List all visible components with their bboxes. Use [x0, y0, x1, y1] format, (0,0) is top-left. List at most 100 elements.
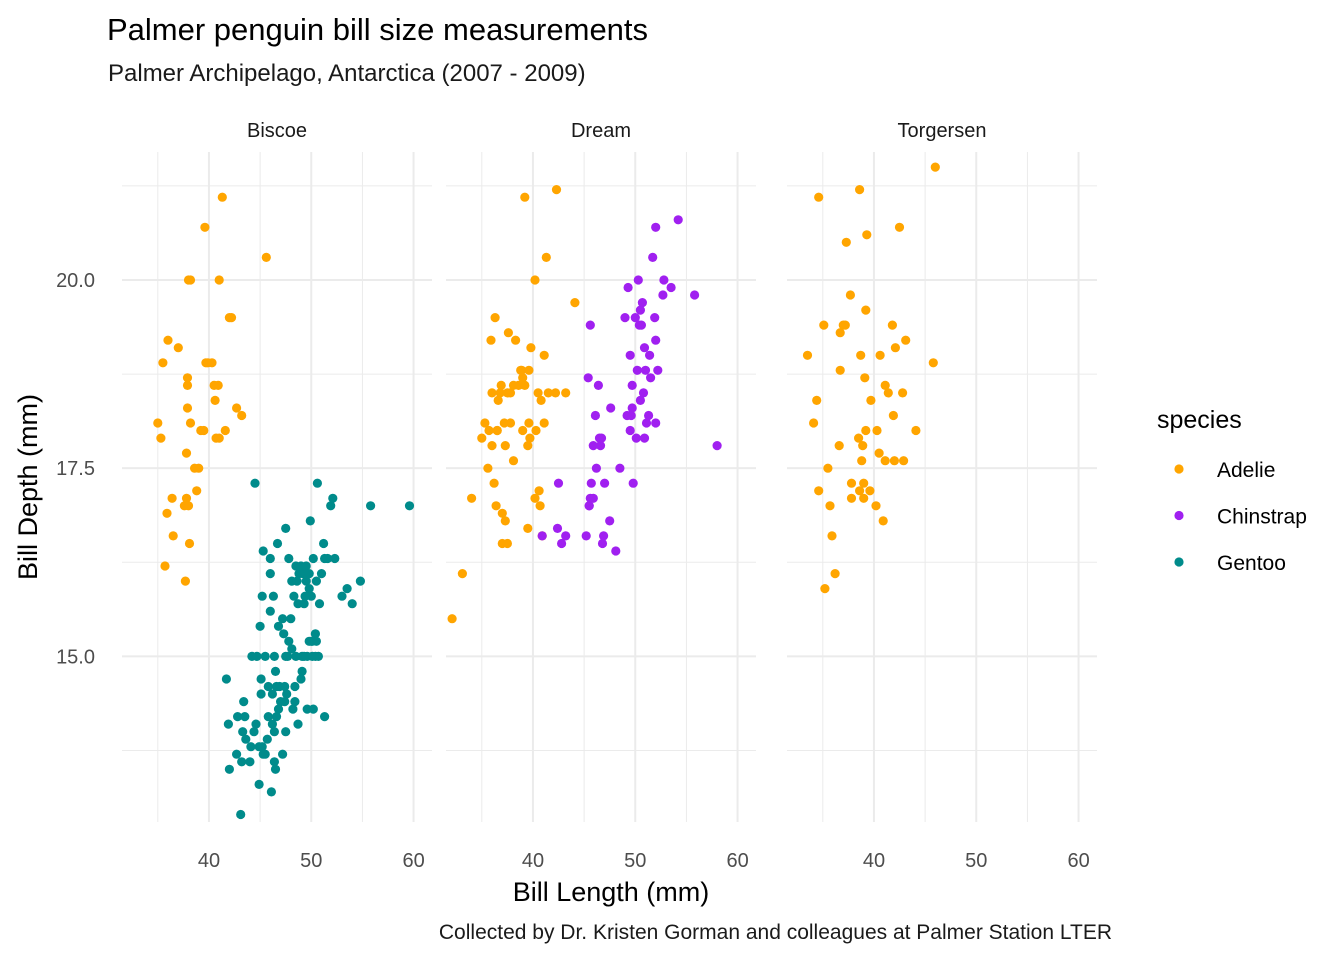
data-point-gentoo: [284, 553, 294, 564]
data-point-adelie: [550, 388, 561, 398]
data-point-chinstrap: [628, 478, 638, 488]
data-point-chinstrap: [638, 388, 649, 398]
data-point-gentoo: [256, 674, 266, 684]
data-point-gentoo: [238, 727, 248, 737]
data-point-adelie: [181, 448, 192, 458]
data-point-chinstrap: [620, 313, 630, 323]
data-point-chinstrap: [584, 501, 594, 511]
data-point-gentoo: [312, 478, 322, 488]
data-point-chinstrap: [627, 380, 637, 390]
data-point-adelie: [156, 433, 166, 443]
legend-label-chinstrap: Chinstrap: [1217, 506, 1307, 529]
data-point-adelie: [517, 365, 527, 375]
data-point-adelie: [846, 478, 857, 488]
data-point-chinstrap: [673, 215, 683, 225]
data-point-adelie: [845, 290, 856, 300]
data-point-adelie: [823, 463, 833, 473]
data-point-gentoo: [254, 779, 264, 790]
data-point-chinstrap: [666, 282, 676, 293]
data-point-chinstrap: [625, 425, 635, 436]
data-point-adelie: [194, 463, 204, 473]
data-point-gentoo: [269, 727, 279, 737]
data-point-adelie: [525, 433, 535, 443]
data-point-gentoo: [299, 651, 309, 662]
legend-key-gentoo: [1174, 557, 1184, 567]
data-point-adelie: [232, 403, 242, 413]
data-point-gentoo: [255, 621, 265, 631]
data-point-adelie: [888, 410, 899, 421]
data-point-gentoo: [366, 501, 376, 511]
data-point-chinstrap: [605, 516, 615, 526]
data-point-chinstrap: [537, 531, 547, 541]
data-point-gentoo: [269, 757, 279, 767]
x-tick-label: 40: [198, 850, 220, 872]
data-point-adelie: [180, 576, 190, 586]
data-point-gentoo: [287, 644, 297, 654]
data-point-gentoo: [323, 553, 333, 564]
data-point-adelie: [185, 418, 196, 428]
data-point-chinstrap: [651, 418, 661, 428]
data-point-adelie: [158, 358, 168, 368]
data-point-chinstrap: [635, 305, 646, 315]
data-point-adelie: [457, 569, 467, 579]
data-point-gentoo: [260, 651, 270, 662]
data-point-adelie: [827, 531, 837, 541]
data-point-adelie: [503, 328, 513, 338]
data-point-chinstrap: [631, 433, 641, 443]
data-point-adelie: [861, 425, 871, 436]
x-tick-label: 40: [863, 850, 885, 872]
data-point-chinstrap: [641, 418, 652, 428]
x-tick-label: 50: [624, 850, 646, 872]
data-point-adelie: [492, 425, 502, 436]
data-point-adelie: [928, 358, 938, 368]
x-tick-label: 60: [402, 850, 424, 872]
data-point-gentoo: [281, 727, 291, 737]
data-point-gentoo: [310, 629, 320, 639]
data-point-gentoo: [286, 614, 296, 624]
data-point-gentoo: [221, 674, 231, 684]
data-point-chinstrap: [599, 531, 609, 541]
data-point-adelie: [855, 185, 865, 195]
data-point-adelie: [520, 380, 530, 390]
data-point-adelie: [510, 335, 521, 345]
data-point-adelie: [493, 395, 503, 405]
data-point-adelie: [866, 395, 876, 405]
data-point-chinstrap: [606, 403, 616, 413]
data-point-chinstrap: [600, 478, 610, 488]
data-point-adelie: [857, 456, 867, 466]
x-tick-label: 60: [1067, 850, 1089, 872]
data-point-adelie: [880, 380, 890, 390]
data-point-gentoo: [281, 523, 291, 534]
data-point-gentoo: [272, 538, 283, 549]
data-point-adelie: [214, 275, 224, 285]
data-point-adelie: [861, 305, 871, 315]
data-point-chinstrap: [637, 298, 648, 308]
legend-label-gentoo: Gentoo: [1217, 552, 1286, 575]
data-point-gentoo: [293, 719, 303, 729]
data-point-gentoo: [292, 576, 302, 586]
data-point-adelie: [523, 441, 533, 451]
data-point-gentoo: [233, 712, 243, 722]
data-point-gentoo: [308, 553, 318, 564]
data-point-chinstrap: [594, 433, 605, 443]
data-point-gentoo: [290, 697, 300, 707]
data-point-chinstrap: [658, 290, 668, 300]
data-point-chinstrap: [581, 531, 591, 541]
data-point-gentoo: [269, 651, 279, 662]
data-point-gentoo: [273, 621, 284, 631]
data-point-gentoo: [263, 681, 273, 692]
data-point-chinstrap: [651, 222, 661, 232]
data-point-adelie: [261, 252, 271, 262]
data-point-gentoo: [299, 599, 309, 609]
data-point-adelie: [210, 395, 220, 405]
data-point-chinstrap: [586, 478, 596, 488]
data-point-gentoo: [304, 569, 314, 579]
data-point-gentoo: [355, 576, 365, 586]
data-point-chinstrap: [633, 275, 643, 285]
data-point-adelie: [535, 501, 545, 511]
data-point-gentoo: [279, 629, 289, 639]
legend-key-chinstrap: [1174, 510, 1184, 521]
data-point-chinstrap: [630, 313, 640, 323]
data-point-gentoo: [273, 704, 284, 714]
